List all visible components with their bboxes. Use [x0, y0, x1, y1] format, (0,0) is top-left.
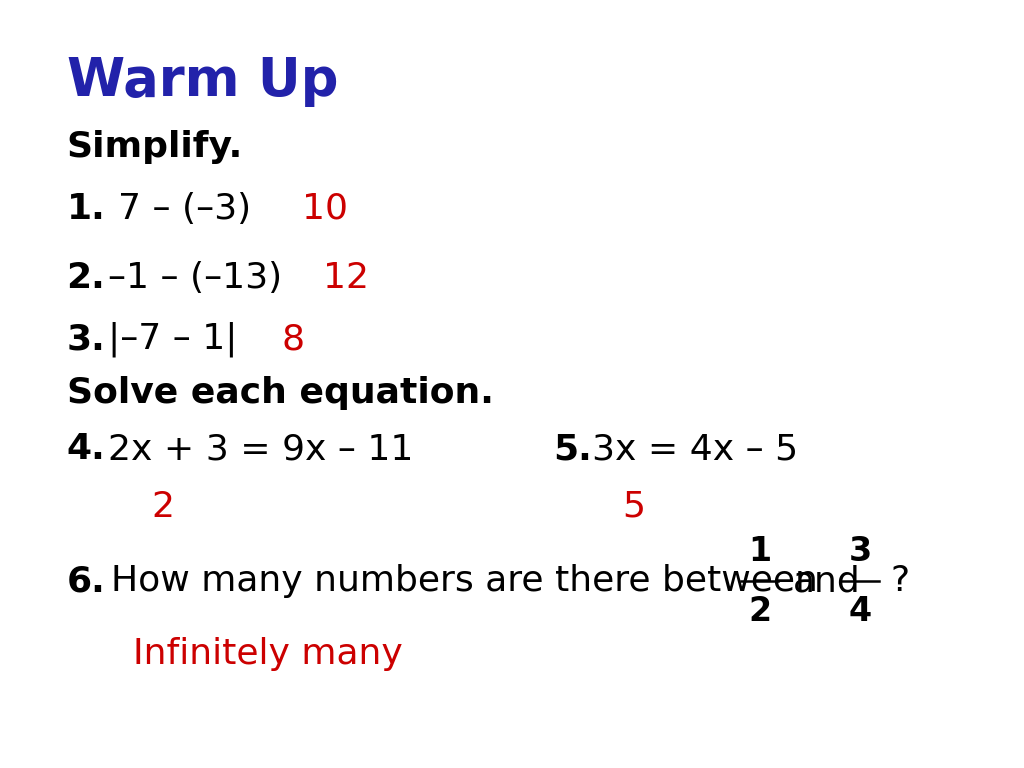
Text: 3.: 3. — [67, 323, 105, 356]
Text: 2: 2 — [152, 490, 174, 524]
Text: ?: ? — [891, 564, 910, 598]
Text: 5.: 5. — [553, 432, 592, 466]
Text: 1: 1 — [749, 535, 771, 568]
Text: 3: 3 — [849, 535, 871, 568]
Text: 2x + 3 = 9x – 11: 2x + 3 = 9x – 11 — [108, 432, 413, 466]
Text: 8: 8 — [282, 323, 305, 356]
Text: 2: 2 — [749, 595, 771, 628]
Text: 2.: 2. — [67, 261, 105, 295]
Text: 4: 4 — [849, 595, 871, 628]
Text: 10: 10 — [302, 192, 348, 226]
Text: Simplify.: Simplify. — [67, 131, 243, 164]
Text: Solve each equation.: Solve each equation. — [67, 376, 494, 410]
Text: 3x = 4x – 5: 3x = 4x – 5 — [592, 432, 798, 466]
Text: 5: 5 — [623, 490, 645, 524]
Text: 7 – (–3): 7 – (–3) — [118, 192, 251, 226]
Text: and: and — [793, 564, 860, 598]
Text: 6.: 6. — [67, 564, 105, 598]
Text: |–7 – 1|: |–7 – 1| — [108, 322, 237, 357]
Text: 12: 12 — [323, 261, 369, 295]
Text: –1 – (–13): –1 – (–13) — [108, 261, 282, 295]
Text: 1.: 1. — [67, 192, 105, 226]
Text: How many numbers are there between: How many numbers are there between — [111, 564, 817, 598]
Text: 4.: 4. — [67, 432, 105, 466]
Text: Warm Up: Warm Up — [67, 55, 338, 107]
Text: Infinitely many: Infinitely many — [133, 637, 402, 671]
